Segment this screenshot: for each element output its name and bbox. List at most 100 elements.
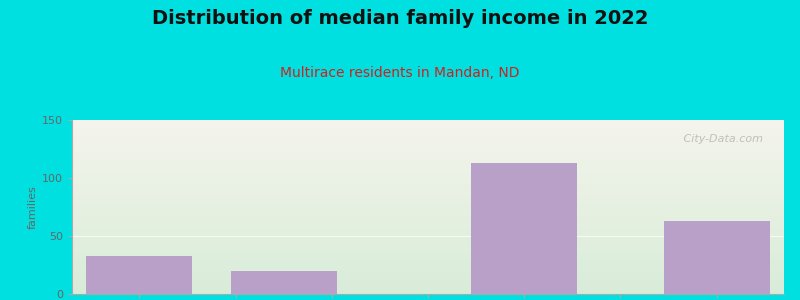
Bar xyxy=(72,209,784,210)
Bar xyxy=(72,202,784,203)
Bar xyxy=(72,141,784,142)
Bar xyxy=(72,213,784,214)
Bar xyxy=(72,222,784,223)
Bar xyxy=(72,229,784,230)
Bar xyxy=(72,226,784,227)
Bar xyxy=(72,270,784,271)
Bar xyxy=(72,286,784,287)
Bar xyxy=(72,192,784,193)
Bar xyxy=(72,168,784,169)
Bar xyxy=(72,121,784,122)
Bar xyxy=(72,245,784,246)
Bar xyxy=(72,211,784,212)
Bar xyxy=(72,258,784,259)
Bar xyxy=(72,148,784,149)
Bar xyxy=(72,248,784,249)
Bar xyxy=(72,151,784,152)
Bar xyxy=(72,284,784,285)
Bar xyxy=(72,158,784,159)
Bar xyxy=(72,179,784,180)
Bar xyxy=(72,202,784,203)
Bar xyxy=(72,137,784,138)
Bar xyxy=(72,128,784,129)
Bar xyxy=(72,171,784,172)
Bar xyxy=(72,120,784,121)
Bar xyxy=(72,235,784,236)
Bar xyxy=(72,130,784,131)
Bar xyxy=(72,156,784,157)
Text: Multirace residents in Mandan, ND: Multirace residents in Mandan, ND xyxy=(280,66,520,80)
Bar xyxy=(72,189,784,190)
Bar xyxy=(72,129,784,130)
Bar xyxy=(72,161,784,162)
Bar xyxy=(72,205,784,206)
Bar xyxy=(72,261,784,262)
Bar xyxy=(72,166,784,167)
Bar xyxy=(72,253,784,254)
Bar xyxy=(72,263,784,264)
Bar xyxy=(72,239,784,240)
Bar xyxy=(72,214,784,215)
Bar xyxy=(72,276,784,277)
Bar xyxy=(72,176,784,177)
Bar xyxy=(72,136,784,137)
Bar xyxy=(72,197,784,198)
Bar xyxy=(72,167,784,168)
Bar xyxy=(72,169,784,170)
Bar xyxy=(72,188,784,189)
Bar xyxy=(72,201,784,202)
Bar xyxy=(72,220,784,221)
Bar xyxy=(72,219,784,220)
Bar xyxy=(72,237,784,238)
Bar xyxy=(72,259,784,260)
Bar xyxy=(72,224,784,225)
Bar xyxy=(72,155,784,156)
Bar xyxy=(72,233,784,234)
Bar xyxy=(72,165,784,166)
Bar xyxy=(72,182,784,183)
Bar xyxy=(72,178,784,179)
Bar xyxy=(72,282,784,283)
Bar xyxy=(72,190,784,191)
Bar xyxy=(72,257,784,258)
Bar xyxy=(72,268,784,269)
Bar xyxy=(72,264,784,265)
Bar xyxy=(72,152,784,153)
Bar xyxy=(72,242,784,243)
Bar xyxy=(72,153,784,154)
Bar xyxy=(72,186,784,187)
Bar xyxy=(72,200,784,201)
Bar xyxy=(72,183,784,184)
Bar xyxy=(72,206,784,207)
Bar xyxy=(72,134,784,135)
Bar xyxy=(72,180,784,181)
Bar xyxy=(72,247,784,248)
Bar xyxy=(72,251,784,252)
Bar xyxy=(72,185,784,186)
Bar xyxy=(72,256,784,257)
Bar xyxy=(72,203,784,204)
Bar xyxy=(72,287,784,288)
Bar xyxy=(72,159,784,160)
Bar xyxy=(72,157,784,158)
Bar xyxy=(72,262,784,263)
Bar xyxy=(72,217,784,218)
Bar xyxy=(72,138,784,139)
Bar xyxy=(72,274,784,275)
Bar xyxy=(72,204,784,205)
Bar xyxy=(72,290,784,291)
Bar xyxy=(72,271,784,272)
Bar xyxy=(72,280,784,281)
Bar xyxy=(72,196,784,197)
Bar xyxy=(72,126,784,127)
Bar xyxy=(72,254,784,255)
Bar xyxy=(72,133,784,134)
Bar xyxy=(72,236,784,237)
Bar xyxy=(72,244,784,245)
Bar xyxy=(72,231,784,232)
Bar xyxy=(72,144,784,145)
Bar xyxy=(72,145,784,146)
Bar xyxy=(72,193,784,194)
Bar xyxy=(72,279,784,280)
Bar xyxy=(72,246,784,247)
